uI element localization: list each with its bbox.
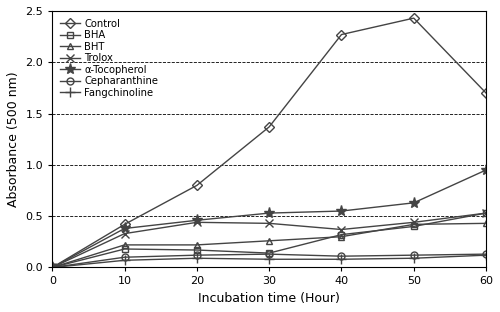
Line: Control: Control — [49, 15, 490, 271]
Trolox — [411, 221, 417, 224]
BHT — [122, 243, 128, 247]
Cepharanthine — [50, 266, 56, 269]
Control — [411, 16, 417, 20]
Cepharanthine — [338, 254, 344, 258]
α-Tocopherol — [338, 209, 344, 213]
Control — [122, 222, 128, 226]
BHT — [50, 266, 56, 269]
Line: Fangchinoline: Fangchinoline — [48, 250, 491, 272]
α-Tocopherol — [411, 201, 417, 205]
Line: BHA: BHA — [49, 210, 490, 271]
Fangchinoline — [483, 253, 489, 257]
Trolox — [483, 211, 489, 215]
Fangchinoline — [50, 266, 56, 269]
Trolox — [266, 222, 272, 225]
Fangchinoline — [411, 256, 417, 260]
Line: α-Tocopherol: α-Tocopherol — [46, 164, 492, 273]
Control — [338, 33, 344, 37]
Cepharanthine — [483, 252, 489, 256]
BHA — [411, 225, 417, 228]
X-axis label: Incubation time (Hour): Incubation time (Hour) — [198, 292, 340, 305]
Line: BHT: BHT — [49, 220, 490, 271]
Trolox — [122, 232, 128, 236]
BHT — [266, 239, 272, 243]
α-Tocopherol — [266, 211, 272, 215]
α-Tocopherol — [483, 168, 489, 172]
BHT — [338, 235, 344, 239]
Control — [483, 91, 489, 95]
Y-axis label: Absorbance (500 nm): Absorbance (500 nm) — [7, 71, 20, 207]
BHT — [411, 222, 417, 226]
α-Tocopherol — [122, 227, 128, 230]
Cepharanthine — [266, 252, 272, 256]
Trolox — [338, 228, 344, 232]
BHA — [483, 211, 489, 215]
BHA — [122, 247, 128, 251]
α-Tocopherol — [194, 218, 200, 222]
Trolox — [194, 221, 200, 224]
α-Tocopherol — [50, 266, 56, 269]
BHA — [266, 251, 272, 255]
Cepharanthine — [194, 253, 200, 257]
Fangchinoline — [266, 257, 272, 261]
Control — [266, 125, 272, 129]
Fangchinoline — [194, 256, 200, 260]
Fangchinoline — [122, 258, 128, 262]
BHT — [194, 243, 200, 247]
Cepharanthine — [122, 255, 128, 259]
Cepharanthine — [411, 253, 417, 257]
BHA — [194, 248, 200, 252]
Trolox — [50, 266, 56, 269]
Control — [194, 183, 200, 187]
Control — [50, 266, 56, 269]
Line: Cepharanthine: Cepharanthine — [49, 251, 490, 271]
Fangchinoline — [338, 257, 344, 261]
BHA — [338, 233, 344, 236]
BHT — [483, 222, 489, 225]
BHA — [50, 266, 56, 269]
Legend: Control, BHA, BHT, Trolox, α-Tocopherol, Cepharanthine, Fangchinoline: Control, BHA, BHT, Trolox, α-Tocopherol,… — [58, 16, 162, 101]
Line: Trolox: Trolox — [48, 209, 490, 272]
